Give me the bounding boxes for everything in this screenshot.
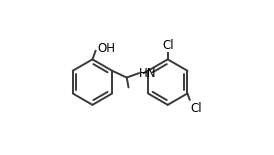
- Text: HN: HN: [139, 67, 157, 80]
- Text: Cl: Cl: [190, 102, 202, 115]
- Text: Cl: Cl: [162, 39, 173, 52]
- Text: OH: OH: [97, 42, 115, 55]
